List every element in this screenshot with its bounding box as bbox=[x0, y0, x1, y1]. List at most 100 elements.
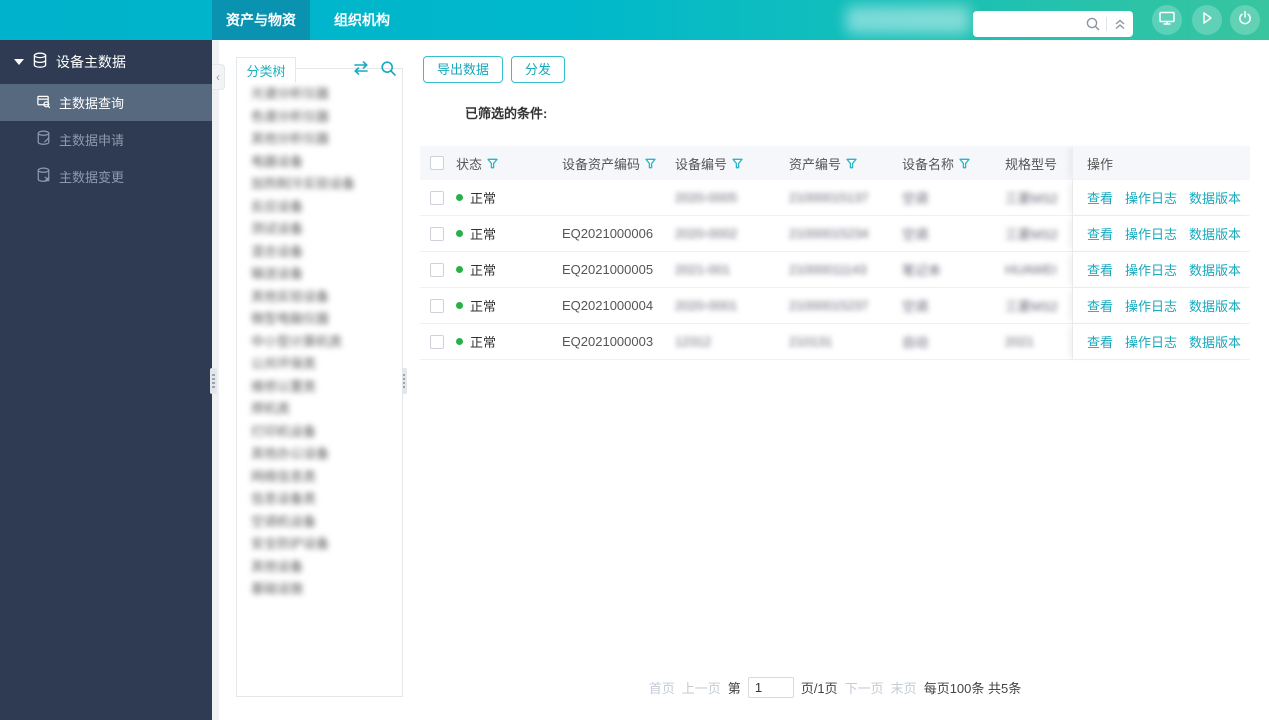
device-no-cell: 12312 bbox=[675, 334, 712, 349]
splitter-handle-left[interactable] bbox=[210, 368, 217, 394]
device-no-cell: 2020-0002 bbox=[675, 226, 738, 241]
sidebar-item-label: 主数据变更 bbox=[59, 170, 125, 185]
tab-category-tree[interactable]: 分类树 bbox=[236, 57, 296, 83]
row-checkbox[interactable] bbox=[430, 298, 444, 313]
pagination-page-input[interactable] bbox=[747, 677, 794, 698]
table-row: 正常 EQ2021000006 2020-0002 21000015234 空调 三菱MS… bbox=[420, 216, 1250, 252]
actions-cell: 查看操作日志数据版本... bbox=[1072, 216, 1250, 251]
logout-button[interactable] bbox=[1230, 5, 1260, 35]
row-checkbox[interactable] bbox=[430, 262, 444, 277]
pagination-first[interactable]: 首页 bbox=[648, 681, 675, 696]
view-link[interactable]: 查看 bbox=[1087, 191, 1114, 206]
operation-log-link[interactable]: 操作日志 bbox=[1125, 227, 1178, 242]
column-label: 设备名称 bbox=[902, 156, 955, 172]
data-version-link[interactable]: 数据版本 bbox=[1189, 227, 1242, 242]
tree-node[interactable]: 打印机设备 bbox=[251, 423, 317, 439]
sidebar-item-master-data-query[interactable]: 主数据查询 bbox=[0, 84, 212, 121]
tree-node[interactable]: 安全防护设备 bbox=[251, 536, 330, 551]
monitor-button[interactable] bbox=[1152, 5, 1182, 35]
sidebar-collapse-button[interactable]: ‹ bbox=[212, 64, 225, 90]
sidebar-item-master-data-change[interactable]: 主数据变更 bbox=[0, 158, 212, 195]
operation-log-link[interactable]: 操作日志 bbox=[1125, 263, 1178, 278]
sidebar-item-master-data-apply[interactable]: 主数据申请 bbox=[0, 121, 212, 158]
row-checkbox[interactable] bbox=[430, 190, 444, 205]
pagination-next[interactable]: 下一页 bbox=[844, 681, 884, 696]
status-dot bbox=[456, 338, 463, 345]
tree-node[interactable]: 维修以置类 bbox=[251, 378, 317, 394]
tree-node[interactable]: 中小型计算机类 bbox=[251, 333, 343, 349]
device-no-cell: 2020-0001 bbox=[675, 298, 738, 313]
tree-node[interactable]: 空调机设备 bbox=[251, 513, 317, 529]
double-chevron-up-icon[interactable] bbox=[1107, 12, 1133, 36]
tree-node[interactable]: 输送设备 bbox=[251, 266, 304, 281]
tree-node[interactable]: 信息设备类 bbox=[251, 491, 317, 506]
operation-log-link[interactable]: 操作日志 bbox=[1125, 191, 1178, 206]
asset-no-cell: 210131 bbox=[789, 334, 833, 349]
device-name-cell: 空调 bbox=[902, 227, 929, 242]
tree-node[interactable]: 其他办公设备 bbox=[251, 446, 330, 461]
swap-icon[interactable] bbox=[352, 60, 370, 77]
table-row: 正常 EQ2021000003 12312 210131 自动 2021 查看 操作日志 数据版… bbox=[420, 324, 1250, 360]
asset-code-cell: EQ2021000004 bbox=[562, 298, 654, 313]
tree-node[interactable]: 其他实验设备 bbox=[251, 288, 330, 304]
tree-node[interactable]: 光谱分析仪器 bbox=[251, 86, 330, 101]
view-link[interactable]: 查看 bbox=[1087, 299, 1114, 314]
operation-log-link[interactable]: 操作日志 bbox=[1125, 299, 1178, 314]
device-name-cell: 空调 bbox=[902, 191, 929, 206]
view-link[interactable]: 查看 bbox=[1087, 335, 1114, 350]
asset-no-cell: 21000011143 bbox=[789, 262, 867, 277]
filter-icon[interactable] bbox=[487, 158, 498, 169]
search-input[interactable] bbox=[973, 13, 1080, 35]
table-row: 正常 2020-0005 21000015137 空调 三菱MS2 查看操作日志数据版本.… bbox=[420, 180, 1250, 216]
data-version-link[interactable]: 数据版本 bbox=[1189, 299, 1242, 314]
tree-node[interactable]: 色谱分析仪器 bbox=[251, 108, 330, 124]
pagination-size-total: 每页100条 共5条 bbox=[923, 681, 1022, 696]
tree-node[interactable]: 基础设施 bbox=[251, 581, 304, 596]
tree-search-icon[interactable] bbox=[380, 60, 397, 77]
tree-node[interactable]: 反应设备 bbox=[251, 198, 304, 214]
filter-icon[interactable] bbox=[732, 158, 743, 169]
actions-cell: 查看操作日志数据版本... bbox=[1072, 252, 1250, 287]
search-icon[interactable] bbox=[1080, 12, 1106, 36]
view-link[interactable]: 查看 bbox=[1087, 263, 1114, 278]
filter-icon[interactable] bbox=[846, 158, 857, 169]
tree-node[interactable]: 混合设备 bbox=[251, 243, 304, 259]
data-version-link[interactable]: 数据版本 bbox=[1189, 335, 1242, 350]
tree-node[interactable]: 微型电脑仪器 bbox=[251, 311, 330, 326]
data-version-link[interactable]: 数据版本 bbox=[1189, 191, 1242, 206]
sidebar-group-device-master-data[interactable]: 设备主数据 bbox=[0, 40, 212, 84]
sidebar-item-label: 主数据申请 bbox=[59, 133, 125, 148]
tab-assets-materials[interactable]: 资产与物资 bbox=[212, 0, 310, 40]
filter-icon[interactable] bbox=[645, 158, 656, 169]
view-link[interactable]: 查看 bbox=[1087, 227, 1114, 242]
topbar: 资产与物资 组织机构 bbox=[0, 0, 1269, 40]
pagination-prev[interactable]: 上一页 bbox=[681, 681, 721, 696]
row-checkbox[interactable] bbox=[430, 226, 444, 241]
data-version-link[interactable]: 数据版本 bbox=[1189, 263, 1242, 278]
tree-node[interactable]: 加热制冷实验设备 bbox=[251, 176, 356, 191]
export-data-button[interactable]: 导出数据 bbox=[423, 56, 504, 83]
row-checkbox[interactable] bbox=[430, 334, 444, 349]
distribute-button[interactable]: 分发 bbox=[511, 56, 566, 83]
tree-node[interactable]: 网络信息类 bbox=[251, 468, 317, 484]
tree-node[interactable]: 其他设备 bbox=[251, 558, 304, 574]
tree-node[interactable]: 测试设备 bbox=[251, 221, 304, 236]
tree-node[interactable]: 焊机类 bbox=[251, 401, 291, 416]
status-text: 正常 bbox=[470, 299, 497, 314]
pagination-last[interactable]: 末页 bbox=[890, 681, 917, 696]
device-name-cell: 空调 bbox=[902, 299, 929, 314]
status-cell: 正常 bbox=[456, 324, 562, 359]
tree-node[interactable]: 公共环保类 bbox=[251, 356, 317, 371]
tree-toolbar bbox=[352, 60, 397, 77]
filter-icon[interactable] bbox=[959, 158, 970, 169]
splitter-handle-right[interactable] bbox=[400, 368, 407, 394]
tree-node[interactable]: 电器设备 bbox=[251, 153, 304, 169]
tab-organization[interactable]: 组织机构 bbox=[334, 12, 390, 28]
run-button[interactable] bbox=[1192, 5, 1222, 35]
operation-log-link[interactable]: 操作日志 bbox=[1125, 335, 1178, 350]
column-header-1: 状态 bbox=[456, 146, 562, 180]
pagination-page-suffix: 页/1页 bbox=[800, 681, 838, 696]
select-all-checkbox[interactable] bbox=[430, 156, 444, 170]
pagination-page-prefix: 第 bbox=[727, 681, 741, 696]
tree-node[interactable]: 其他分析仪器 bbox=[251, 131, 330, 146]
